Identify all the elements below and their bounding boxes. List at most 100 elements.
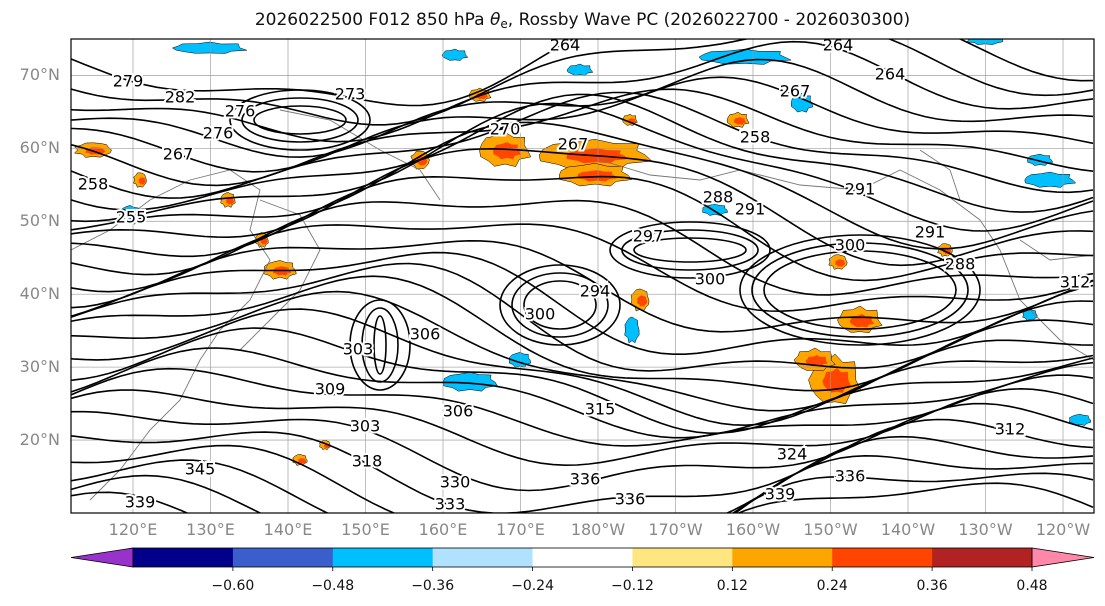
contour-label: 336 [570,470,601,489]
contour-label: 276 [225,102,256,121]
contour-label: 306 [443,402,474,421]
theta-e-contour [71,262,1094,372]
contour-label: 309 [315,380,346,399]
colorbar-tick-label: 0.12 [716,578,748,594]
lon-label: 140°W [880,520,936,539]
lon-label: 160°E [418,520,468,539]
contour-label: 267 [780,82,811,101]
theta-e-contour [71,308,1094,427]
theta-e-contour [71,39,1094,107]
theta-e-contour [71,418,1094,513]
contour-label: 339 [765,485,796,504]
contour-label: 291 [915,223,946,242]
lat-label: 30°N [19,357,60,377]
contour-label: 315 [585,400,616,419]
contour-label: 300 [835,236,866,255]
lat-label: 60°N [19,138,60,158]
contour-label: 345 [185,460,216,479]
contour-label: 324 [777,445,808,464]
lon-label: 150°E [341,520,390,539]
lon-label: 120°E [108,520,158,539]
contour-label: 306 [410,325,441,344]
lon-label: 130°E [186,520,235,539]
colorbar-segment [932,548,1033,567]
contour-label: 270 [490,120,521,139]
theta-e-contour [71,40,1094,143]
negative-anomaly-region [441,48,469,61]
closed-contour [349,299,411,391]
strong-positive-anomaly-region [138,177,146,185]
colorbar-tick-label: −0.48 [311,578,355,594]
colorbar-segment [232,548,334,567]
negative-anomaly-region [171,41,248,54]
closed-contour [499,264,621,346]
closed-contour [621,229,759,271]
closed-contour [739,234,981,346]
map-panel: 264 264 264 279 282 273 276 276 267 270 267 258 267 2… [71,39,1094,513]
colorbar-frame [132,547,1033,568]
contour-label: 288 [945,255,976,274]
contour-label: 318 [352,452,383,471]
contour-label: 258 [740,128,771,147]
lat-label: 70°N [19,65,60,85]
lat-label: 50°N [19,211,60,231]
theta-e-contour [71,327,1094,435]
theta-e-contour [71,147,1094,267]
closed-contour [253,105,347,135]
contour-label: 279 [113,72,144,91]
contour-label: 267 [558,135,589,154]
closed-contour [633,237,747,263]
colorbar-segment [532,548,633,567]
coastline [919,149,961,201]
lat-label: 40°N [19,284,60,304]
lat-label: 20°N [19,430,60,450]
theta-e-contour [71,347,1094,439]
strong-positive-anomaly-region [577,170,618,182]
theta-e-contour [71,91,1094,199]
theta-e-contours [71,39,1094,513]
strong-positive-anomaly-region [226,197,234,205]
lon-label: 140°E [263,520,313,539]
theta-e-contour [71,239,1094,333]
theta-e-contour [71,435,1094,513]
closed-contour [373,315,387,375]
colorbar-tick-label: 0.36 [916,578,948,594]
theta-e-contour [71,102,1094,232]
contour-label: 339 [125,493,156,512]
negative-anomaly-region [566,63,594,76]
theta-e-contour [71,93,1094,213]
contour-label: 267 [163,145,194,164]
colorbar-max-extension [1031,547,1095,568]
colorbar-tick-label: −0.12 [610,578,654,594]
closed-contour [241,97,359,143]
negative-anomaly-region [790,92,814,113]
map-frame [70,38,1095,514]
theta-e-contour [71,199,1094,296]
contour-label: 258 [78,175,109,194]
colorbar-tick-label: −0.36 [411,578,455,594]
coastline [279,109,441,201]
closed-contour [511,272,609,338]
coastline [599,159,1094,361]
theta-e-contour [71,88,1094,187]
negative-anomaly-region [965,39,1004,45]
contour-labels: 264 264 264 279 282 273 276 276 267 270 267 258 267 2… [76,39,1093,513]
strong-positive-anomaly-region [636,295,647,307]
lon-label: 170°W [648,520,703,539]
theta-e-contour [71,290,1094,412]
strong-positive-anomaly-region [805,355,829,367]
coastline [1019,239,1094,261]
colorbar-tick-label: 0.60 [1097,578,1105,594]
colorbar-segment [133,548,234,567]
contour-label: 336 [835,467,866,486]
contour-label: 276 [203,124,234,143]
strong-positive-anomaly-region [834,259,846,267]
colorbar-tick-label: −0.24 [511,578,554,594]
contour-label: 312 [1060,273,1091,292]
colorbar [70,547,1095,571]
contour-label: 282 [165,88,196,107]
contour-label: 300 [525,305,556,324]
contour-label: 312 [995,420,1026,439]
colorbar-segment [832,548,933,567]
